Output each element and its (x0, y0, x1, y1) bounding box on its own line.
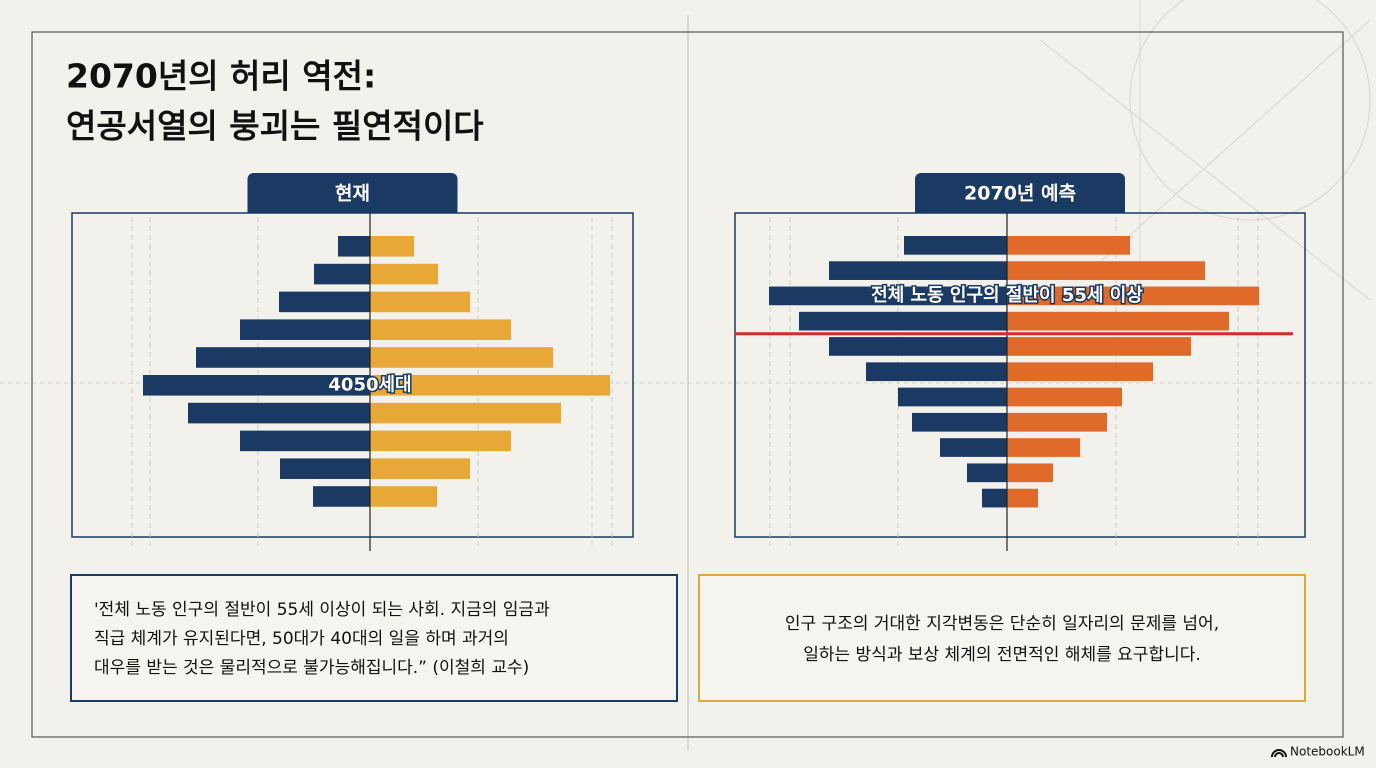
summary-box (698, 574, 1306, 702)
title-line: 연공서열의 붕괴는 필연적이다 (66, 107, 484, 146)
bar-left (196, 347, 370, 368)
bar-right (370, 319, 511, 340)
bar-left (314, 263, 370, 285)
bar-right (370, 430, 511, 452)
footer-text: NotebookLM (1290, 745, 1365, 759)
bar-left (799, 311, 1007, 331)
summary-line: 인구 구조의 거대한 지각변동은 단순히 일자리의 문제를 넘어, (785, 614, 1219, 634)
annotation: 4050세대 (328, 374, 411, 395)
bar-left (240, 430, 370, 452)
frame (31, 31, 1344, 738)
annotation: 전체 노동 인구의 절반이 55세 이상 (871, 285, 1143, 306)
bar-left (940, 438, 1007, 457)
bar-right (1007, 488, 1038, 508)
bar-right (1007, 311, 1229, 331)
title-line: 2070년의 허리 역전: (66, 57, 376, 96)
bar-right (1007, 362, 1153, 382)
chart-title: 2070년 예측 (964, 183, 1076, 205)
bar-right (370, 347, 553, 368)
bar-right (1007, 463, 1053, 483)
bar-left (279, 291, 370, 313)
bar-right (1007, 261, 1205, 280)
bar-right (1007, 387, 1122, 407)
chart-tab-base (915, 203, 1125, 213)
bar-right (1007, 337, 1191, 356)
quote-box (70, 574, 678, 702)
bar-right (370, 291, 470, 313)
bar-left (188, 402, 370, 424)
bar-right (370, 486, 437, 507)
quote-line: 대우를 받는 것은 물리적으로 불가능해집니다.” (이철희 교수) (94, 658, 529, 678)
bar-left (912, 412, 1007, 432)
bar-right (1007, 286, 1259, 306)
bar-right (370, 375, 610, 396)
bar-right (1007, 412, 1107, 432)
bar-left (829, 337, 1007, 356)
bar-right (1007, 438, 1080, 457)
bar-right (1007, 236, 1130, 255)
bar-right (370, 236, 414, 257)
bar-right (370, 263, 438, 285)
quote-line: 직급 체계가 유지된다면, 50대가 40대의 일을 하며 과거의 (94, 629, 509, 649)
bar-left (982, 488, 1007, 508)
bar-left (829, 261, 1007, 280)
chart-tab-base (247, 203, 458, 213)
bar-left (240, 319, 370, 340)
bar-left (866, 362, 1007, 382)
bar-right (370, 402, 561, 424)
footer-logo (1271, 749, 1287, 758)
bar-left (143, 375, 370, 396)
bar-left (967, 463, 1007, 483)
bar-left (769, 286, 1007, 306)
bar-left (898, 387, 1007, 407)
bar-left (280, 458, 370, 479)
chart-title: 현재 (335, 183, 370, 205)
summary-line: 일하는 방식과 보상 체계의 전면적인 해체를 요구합니다. (803, 645, 1201, 665)
quote-line: '전체 노동 인구의 절반이 55세 이상이 되는 사회. 지금의 임금과 (94, 600, 550, 620)
bar-left (338, 236, 370, 257)
bar-left (313, 486, 370, 507)
bar-left (904, 236, 1007, 255)
bar-right (370, 458, 470, 479)
